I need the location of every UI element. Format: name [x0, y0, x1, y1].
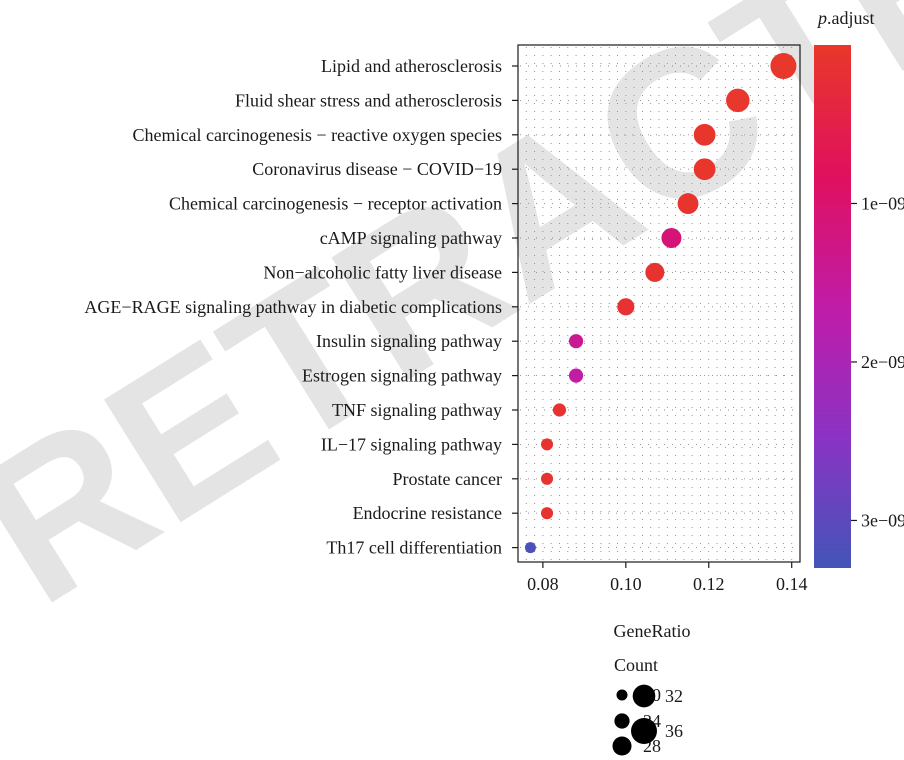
y-tick-label: TNF signaling pathway	[332, 400, 502, 420]
colorbar	[814, 45, 851, 568]
size-legend-dot	[612, 736, 632, 756]
color-legend-title: p.adjust	[816, 8, 875, 28]
x-axis: 0.08 0.10 0.12 0.14	[527, 562, 807, 594]
data-point	[568, 368, 584, 383]
y-tick-label: Non−alcoholic fatty liver disease	[263, 262, 502, 282]
data-point	[540, 438, 554, 451]
y-tick-label: Th17 cell differentiation	[326, 538, 502, 558]
data-point	[770, 53, 797, 79]
color-legend: 1e−09 2e−09 3e−09 p.adjust	[814, 8, 904, 568]
data-point	[568, 334, 584, 349]
y-tick-label: Endocrine resistance	[353, 503, 502, 523]
y-tick-label: Insulin signaling pathway	[316, 331, 502, 351]
size-legend-dot	[614, 713, 630, 729]
data-point	[693, 123, 716, 146]
data-point	[552, 403, 567, 417]
size-legend-label: 36	[665, 721, 683, 741]
panel-border	[517, 44, 801, 563]
y-tick-label: Prostate cancer	[393, 469, 502, 489]
size-legend-title: Count	[614, 655, 658, 675]
size-legend: Count2024283236	[612, 655, 683, 756]
data-point	[617, 298, 635, 316]
data-point	[524, 542, 536, 554]
y-tick-label: Chemical carcinogenesis − receptor activ…	[169, 194, 502, 214]
grid-lines	[520, 47, 798, 560]
colorbar-tick-label: 1e−09	[861, 193, 904, 213]
size-legend-dot	[632, 684, 656, 708]
colorbar-tick-label: 2e−09	[861, 352, 904, 372]
x-tick-label: 0.08	[527, 574, 559, 594]
data-points	[524, 53, 797, 554]
y-tick-label: Lipid and atherosclerosis	[321, 56, 502, 76]
data-point	[677, 193, 699, 215]
size-legend-label: 32	[665, 686, 683, 706]
data-point	[726, 88, 750, 113]
size-legend-dot	[631, 718, 657, 744]
y-tick-label: Estrogen signaling pathway	[302, 366, 502, 386]
data-point	[540, 472, 554, 485]
y-tick-label: cAMP signaling pathway	[320, 228, 502, 248]
x-tick-label: 0.14	[776, 574, 808, 594]
data-point	[693, 158, 716, 181]
y-tick-label: AGE−RAGE signaling pathway in diabetic c…	[84, 297, 502, 317]
data-point	[540, 507, 554, 520]
x-tick-label: 0.10	[610, 574, 642, 594]
x-tick-label: 0.12	[693, 574, 725, 594]
data-point	[661, 228, 682, 248]
size-legend-dot	[616, 689, 628, 701]
y-tick-label: IL−17 signaling pathway	[321, 434, 502, 454]
y-axis-labels: Lipid and atherosclerosis Fluid shear str…	[84, 56, 518, 558]
plot-panel	[517, 44, 801, 563]
colorbar-tick-label: 3e−09	[861, 510, 904, 530]
y-tick-label: Coronavirus disease − COVID−19	[252, 159, 502, 179]
y-tick-label: Fluid shear stress and atherosclerosis	[235, 90, 502, 110]
y-tick-label: Chemical carcinogenesis − reactive oxyge…	[132, 125, 502, 145]
data-point	[645, 262, 665, 282]
x-axis-title: GeneRatio	[614, 621, 691, 641]
